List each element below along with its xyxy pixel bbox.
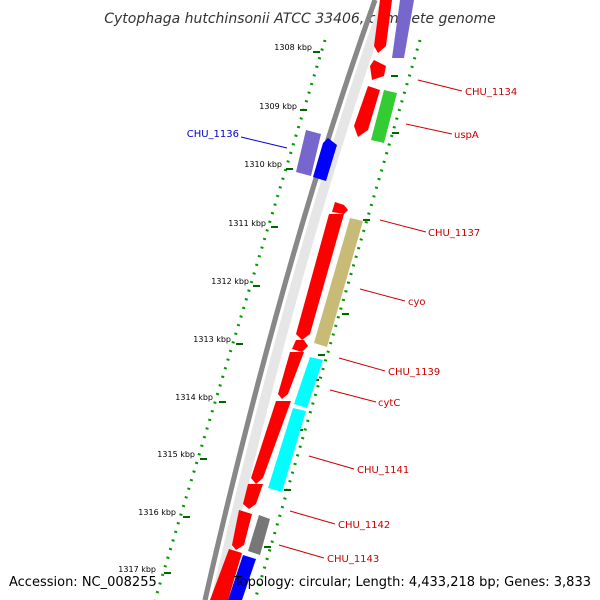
gene-cds-cytc[interactable] xyxy=(278,352,304,399)
ruler-label-1311: 1311 kbp xyxy=(228,219,266,228)
ruler-label-1315: 1315 kbp xyxy=(157,450,195,459)
gene-cds-chu1139[interactable] xyxy=(292,340,308,352)
gene-cds-chu1142[interactable] xyxy=(243,484,263,509)
gene-cds-cyo[interactable] xyxy=(296,214,344,340)
ruler-label-1316: 1316 kbp xyxy=(138,508,176,517)
gene-label-chu1137[interactable]: CHU_1137 xyxy=(428,228,480,239)
genome-backbone-line xyxy=(202,0,378,600)
gene-cog-cytc[interactable] xyxy=(294,357,323,408)
footer-accession: Accession: NC_008255 xyxy=(9,575,157,590)
gene-label-chu1139[interactable]: CHU_1139 xyxy=(388,367,440,378)
gene-cog-cyo[interactable] xyxy=(314,218,363,347)
backbone-shadow xyxy=(211,0,391,600)
gene-label-chu1142[interactable]: CHU_1142 xyxy=(338,520,390,531)
ruler-label-1308: 1308 kbp xyxy=(274,43,312,52)
gene-feature-chu1136[interactable] xyxy=(313,138,337,181)
gene-cds-chu1137[interactable] xyxy=(332,202,348,214)
map-title: Cytophaga hutchinsonii ATCC 33406, compl… xyxy=(104,11,495,27)
ruler-label-1314: 1314 kbp xyxy=(175,393,213,402)
gene-label-chu1134[interactable]: CHU_1134 xyxy=(465,87,517,98)
footer-topology: Topology: circular; Length: 4,433,218 bp… xyxy=(233,575,591,590)
gene-cog-chu1141[interactable] xyxy=(268,408,306,492)
ruler-label-1313: 1313 kbp xyxy=(193,335,231,344)
gene-cog-chu1143[interactable] xyxy=(248,515,270,555)
gene-cog-chu1133[interactable] xyxy=(392,0,414,58)
gene-label-leaders xyxy=(240,79,463,559)
gene-label-chu1136[interactable]: CHU_1136 xyxy=(187,129,239,140)
ruler-label-1310: 1310 kbp xyxy=(244,160,282,169)
ruler-label-1309: 1309 kbp xyxy=(259,102,297,111)
ruler-label-1317: 1317 kbp xyxy=(118,565,156,574)
gene-cds-chu1144[interactable] xyxy=(210,549,242,600)
ruler-track-inner xyxy=(253,39,422,600)
gene-label-cyo[interactable]: cyo xyxy=(408,297,426,308)
ruler-label-1312: 1312 kbp xyxy=(211,277,249,286)
gene-cds-chu1143[interactable] xyxy=(232,510,252,550)
gene-cds-chu1133[interactable] xyxy=(374,0,392,53)
gene-cds-chu1134[interactable] xyxy=(370,60,386,80)
gene-label-chu1143[interactable]: CHU_1143 xyxy=(327,554,379,565)
ruler-track-outer xyxy=(153,39,327,600)
gene-feature-purple[interactable] xyxy=(296,130,321,176)
gene-label-cytc[interactable]: cytC xyxy=(378,398,400,409)
gene-label-chu1141[interactable]: CHU_1141 xyxy=(357,465,409,476)
gene-cog-chu1144[interactable] xyxy=(228,555,256,600)
gene-cds-uspa[interactable] xyxy=(354,86,380,137)
gene-label-uspa[interactable]: uspA xyxy=(454,130,479,141)
gene-cog-uspa[interactable] xyxy=(371,90,397,143)
gene-cds-chu1141[interactable] xyxy=(251,401,291,484)
